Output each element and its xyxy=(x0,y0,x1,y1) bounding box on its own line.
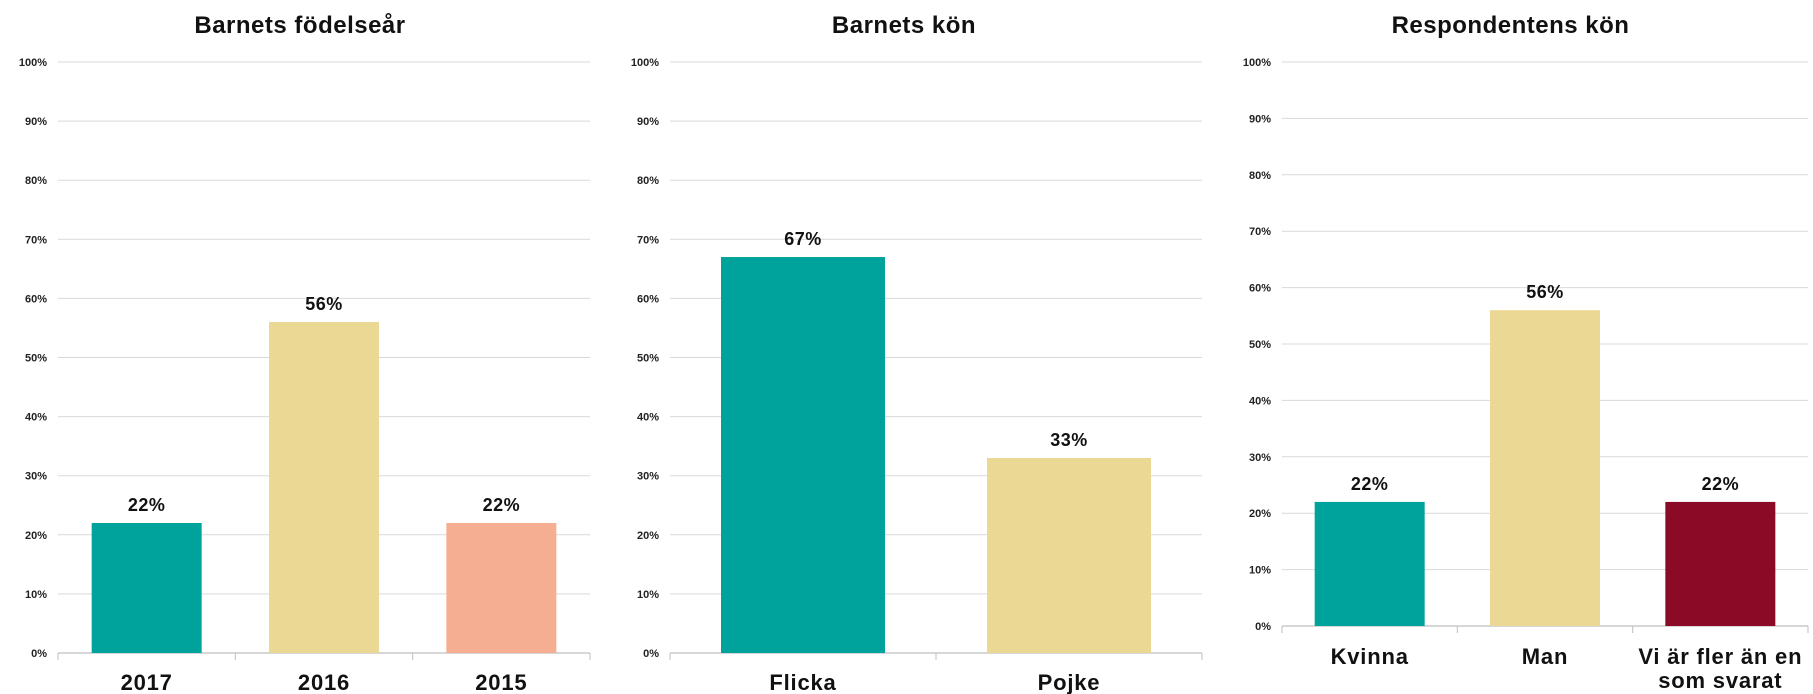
bar xyxy=(987,457,1151,653)
y-tick-label: 50% xyxy=(25,353,47,365)
x-tick-label: Vi är fler än en som svarat xyxy=(1638,644,1802,693)
y-tick-label: 80% xyxy=(1249,170,1271,182)
y-tick-label: 20% xyxy=(1249,508,1271,520)
y-tick-label: 100% xyxy=(631,57,659,69)
chart-title: Barnets kön xyxy=(831,12,977,39)
y-tick-label: 90% xyxy=(25,116,47,128)
y-tick-label: 0% xyxy=(643,648,659,660)
bar xyxy=(1665,501,1776,626)
data-label: 22% xyxy=(128,495,166,515)
data-label: 56% xyxy=(1526,282,1564,302)
y-tick-label: 70% xyxy=(25,234,47,246)
y-tick-label: 30% xyxy=(637,471,659,483)
y-tick-label: 20% xyxy=(637,530,659,542)
data-label: 22% xyxy=(1702,474,1740,494)
x-tick-label: Flicka xyxy=(769,670,836,694)
y-tick-label: 80% xyxy=(25,175,47,187)
y-tick-label: 100% xyxy=(19,57,47,69)
bar xyxy=(269,322,379,653)
x-tick-label: 2015 xyxy=(475,670,527,694)
x-tick-label: Man xyxy=(1522,644,1568,669)
bar xyxy=(1490,310,1600,626)
bar xyxy=(91,522,202,653)
data-label: 22% xyxy=(483,495,521,515)
y-tick-label: 40% xyxy=(637,412,659,424)
y-tick-label: 50% xyxy=(1249,339,1271,351)
bar-chart-child-gender: 0% 10% 20% 30% 40% 50% 60% 70% 80% 90% 100% 67% Flic… xyxy=(631,57,1203,694)
y-tick-label: 10% xyxy=(25,589,47,601)
y-tick-label: 60% xyxy=(25,293,47,305)
y-tick-label: 100% xyxy=(1243,57,1271,69)
x-tick-label: 2017 xyxy=(121,670,173,694)
bar xyxy=(721,257,885,653)
y-tick-label: 10% xyxy=(637,589,659,601)
x-tick-label: 2016 xyxy=(298,670,350,694)
y-tick-label: 40% xyxy=(25,412,47,424)
chart-title: Barnets födelseår xyxy=(194,12,406,39)
y-tick-label: 60% xyxy=(1249,283,1271,295)
y-tick-label: 30% xyxy=(25,471,47,483)
bar xyxy=(446,522,557,653)
y-tick-label: 0% xyxy=(31,648,47,660)
chart-panel-child-gender: Barnets kön 0% 10% 20% 30% 40% 50% 60% 70% 80% 90… xyxy=(604,0,1204,694)
x-tick-label: Kvinna xyxy=(1331,644,1409,669)
y-tick-label: 30% xyxy=(1249,452,1271,464)
bar xyxy=(1314,501,1425,626)
y-tick-label: 70% xyxy=(1249,226,1271,238)
y-tick-label: 90% xyxy=(637,116,659,128)
y-tick-label: 20% xyxy=(25,530,47,542)
chart-panel-respondent-gender: Respondentens kön 0% 10% 20% 30% 40% 50% 60% 70… xyxy=(1208,0,1813,694)
chart-title: Respondentens kön xyxy=(1391,12,1630,39)
data-label: 22% xyxy=(1351,474,1389,494)
bar-chart-birth-year: 0% 10% 20% 30% 40% 50% 60% 70% 80% 90% 100% 22% 2017… xyxy=(19,57,591,694)
data-label: 67% xyxy=(784,229,822,249)
y-tick-label: 40% xyxy=(1249,395,1271,407)
y-tick-label: 10% xyxy=(1249,565,1271,577)
y-tick-label: 50% xyxy=(637,353,659,365)
chart-panel-birth-year: Barnets födelseår 0% 10% 20% 30% 40% 50% 60% 70… xyxy=(0,0,600,694)
x-tick-label: Pojke xyxy=(1038,670,1101,694)
y-tick-label: 90% xyxy=(1249,113,1271,125)
y-tick-label: 60% xyxy=(637,293,659,305)
y-tick-label: 70% xyxy=(637,234,659,246)
data-label: 56% xyxy=(305,294,343,314)
bar-chart-respondent-gender: 0% 10% 20% 30% 40% 50% 60% 70% 80% 90% 100% 22% Kvin… xyxy=(1243,57,1809,693)
data-label: 33% xyxy=(1050,430,1088,450)
y-tick-label: 0% xyxy=(1255,621,1271,633)
y-tick-label: 80% xyxy=(637,175,659,187)
